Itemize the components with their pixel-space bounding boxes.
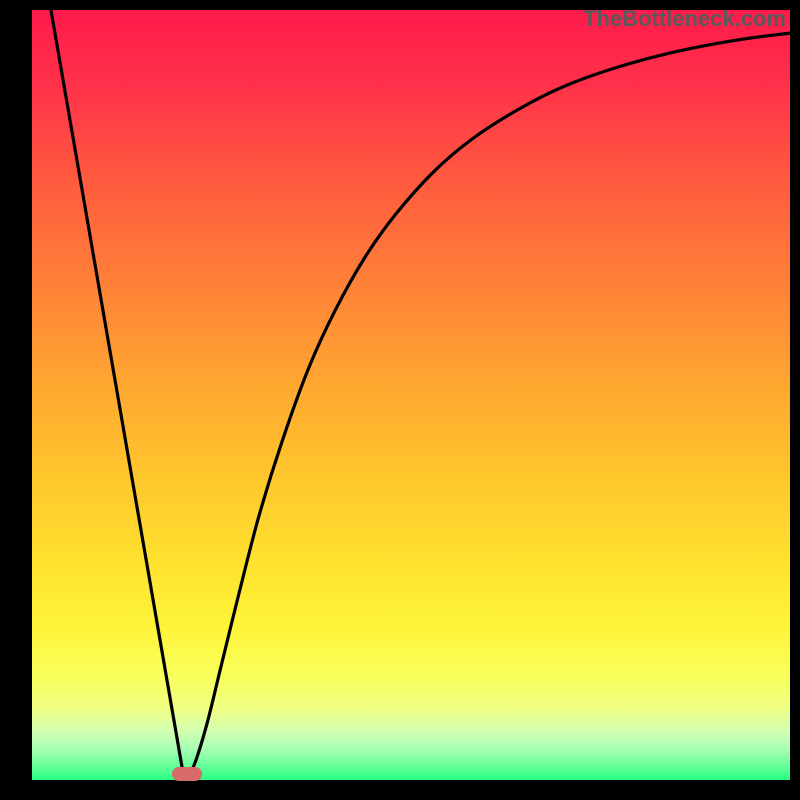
curve-layer bbox=[32, 10, 790, 780]
plot-area bbox=[32, 10, 790, 780]
bottleneck-curve bbox=[51, 10, 790, 776]
chart-frame: TheBottleneck.com bbox=[0, 0, 800, 800]
watermark-text: TheBottleneck.com bbox=[583, 6, 786, 32]
optimal-point-marker bbox=[172, 767, 202, 781]
